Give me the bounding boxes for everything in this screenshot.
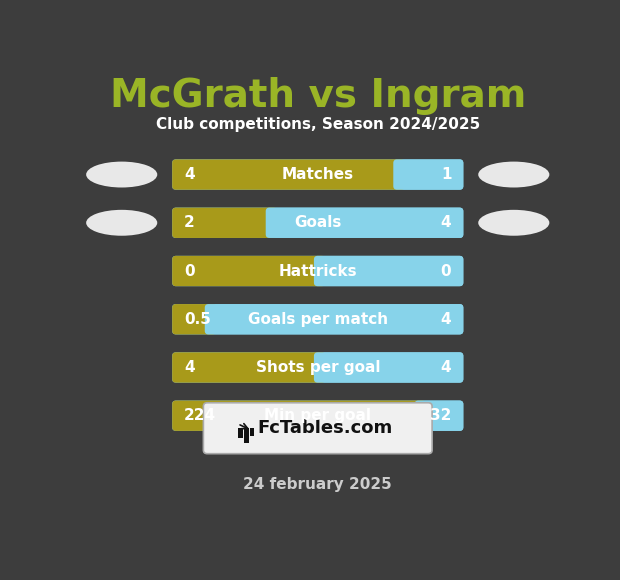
FancyBboxPatch shape xyxy=(393,160,463,190)
Ellipse shape xyxy=(478,210,549,235)
Text: McGrath vs Ingram: McGrath vs Ingram xyxy=(110,77,526,115)
Text: 32: 32 xyxy=(430,408,451,423)
Text: 0.5: 0.5 xyxy=(184,311,211,327)
Text: Goals: Goals xyxy=(294,215,342,230)
FancyBboxPatch shape xyxy=(314,352,463,383)
Text: Matches: Matches xyxy=(281,167,354,182)
Bar xyxy=(239,428,243,438)
FancyBboxPatch shape xyxy=(172,256,463,286)
FancyBboxPatch shape xyxy=(266,208,463,238)
Text: FcTables.com: FcTables.com xyxy=(257,419,392,437)
Text: 4: 4 xyxy=(184,167,195,182)
FancyBboxPatch shape xyxy=(415,401,463,431)
Bar xyxy=(267,211,272,234)
FancyBboxPatch shape xyxy=(172,352,463,383)
FancyBboxPatch shape xyxy=(314,256,463,286)
Text: 4: 4 xyxy=(184,360,195,375)
FancyBboxPatch shape xyxy=(172,304,463,335)
FancyBboxPatch shape xyxy=(172,208,277,238)
FancyBboxPatch shape xyxy=(172,401,426,431)
Text: 0: 0 xyxy=(184,263,195,278)
FancyBboxPatch shape xyxy=(172,160,405,190)
Text: 4: 4 xyxy=(441,311,451,327)
Bar xyxy=(395,163,399,186)
Bar xyxy=(316,356,320,379)
Bar xyxy=(416,404,421,427)
Text: 24 february 2025: 24 february 2025 xyxy=(244,477,392,491)
Bar xyxy=(244,428,249,443)
FancyBboxPatch shape xyxy=(172,208,463,238)
Text: 1: 1 xyxy=(441,167,451,182)
Ellipse shape xyxy=(86,210,157,235)
Ellipse shape xyxy=(478,162,549,187)
FancyBboxPatch shape xyxy=(172,401,463,431)
Text: 4: 4 xyxy=(441,215,451,230)
Text: Goals per match: Goals per match xyxy=(247,311,388,327)
Text: 2: 2 xyxy=(184,215,195,230)
FancyBboxPatch shape xyxy=(172,304,216,335)
Text: Min per goal: Min per goal xyxy=(264,408,371,423)
Text: Shots per goal: Shots per goal xyxy=(255,360,380,375)
Bar xyxy=(316,259,320,282)
FancyBboxPatch shape xyxy=(172,256,326,286)
Text: 224: 224 xyxy=(184,408,216,423)
Text: Hattricks: Hattricks xyxy=(278,263,357,278)
FancyBboxPatch shape xyxy=(205,304,463,335)
Ellipse shape xyxy=(86,162,157,187)
Bar xyxy=(206,307,211,331)
Bar xyxy=(250,428,254,436)
FancyBboxPatch shape xyxy=(203,403,432,454)
FancyBboxPatch shape xyxy=(172,160,463,190)
Text: 4: 4 xyxy=(441,360,451,375)
FancyBboxPatch shape xyxy=(172,352,326,383)
Text: 0: 0 xyxy=(441,263,451,278)
Text: Club competitions, Season 2024/2025: Club competitions, Season 2024/2025 xyxy=(156,117,480,132)
